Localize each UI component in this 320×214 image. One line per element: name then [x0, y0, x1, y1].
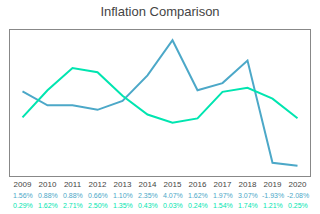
svg-text:3.07%: 3.07% — [238, 192, 258, 199]
svg-text:2018: 2018 — [239, 180, 257, 189]
svg-text:0.43%: 0.43% — [138, 202, 158, 209]
svg-text:0.88%: 0.88% — [63, 192, 83, 199]
svg-text:2.71%: 2.71% — [63, 202, 83, 209]
svg-text:1.62%: 1.62% — [188, 192, 208, 199]
svg-text:2011: 2011 — [64, 180, 82, 189]
svg-text:1.97%: 1.97% — [213, 192, 233, 199]
svg-text:2017: 2017 — [214, 180, 232, 189]
svg-text:1.54%: 1.54% — [213, 202, 233, 209]
svg-text:1.62%: 1.62% — [38, 202, 58, 209]
svg-text:0.03%: 0.03% — [163, 202, 183, 209]
svg-text:0.66%: 0.66% — [88, 192, 108, 199]
svg-text:4.07%: 4.07% — [163, 192, 183, 199]
svg-text:2010: 2010 — [39, 180, 57, 189]
svg-text:2016: 2016 — [189, 180, 207, 189]
svg-text:2014: 2014 — [139, 180, 157, 189]
svg-text:Inflation Comparison: Inflation Comparison — [100, 4, 219, 19]
svg-text:2012: 2012 — [89, 180, 107, 189]
svg-text:1.35%: 1.35% — [113, 202, 133, 209]
svg-text:2.50%: 2.50% — [88, 202, 108, 209]
svg-text:-1.93%: -1.93% — [262, 192, 284, 199]
svg-text:1.10%: 1.10% — [113, 192, 133, 199]
svg-text:0.29%: 0.29% — [13, 202, 33, 209]
svg-text:2019: 2019 — [264, 180, 282, 189]
svg-text:0.25%: 0.25% — [288, 202, 308, 209]
svg-text:2013: 2013 — [114, 180, 132, 189]
svg-text:-2.08%: -2.08% — [287, 192, 309, 199]
svg-text:0.24%: 0.24% — [188, 202, 208, 209]
svg-text:1.56%: 1.56% — [13, 192, 33, 199]
svg-text:1.74%: 1.74% — [238, 202, 258, 209]
svg-text:2020: 2020 — [289, 180, 307, 189]
svg-text:0.88%: 0.88% — [38, 192, 58, 199]
svg-text:2015: 2015 — [164, 180, 182, 189]
svg-text:2009: 2009 — [14, 180, 32, 189]
svg-text:1.21%: 1.21% — [263, 202, 283, 209]
svg-text:2.35%: 2.35% — [138, 192, 158, 199]
